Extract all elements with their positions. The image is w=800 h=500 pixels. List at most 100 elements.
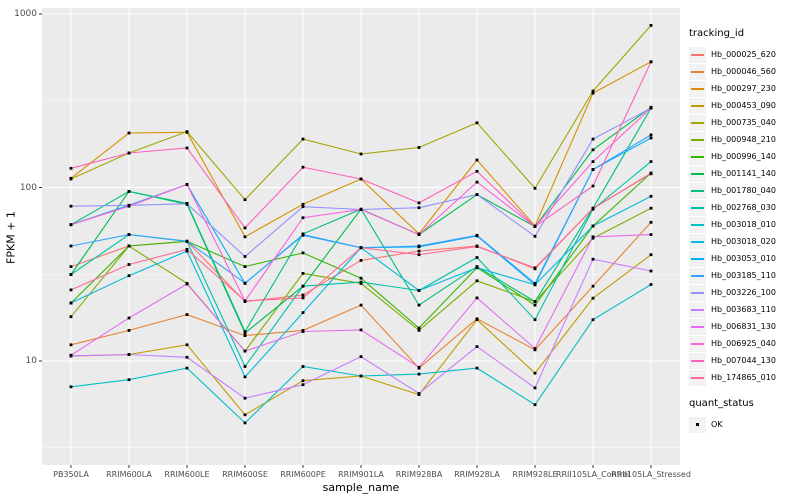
data-point	[243, 299, 247, 303]
data-point	[301, 202, 305, 206]
data-point	[533, 318, 537, 322]
data-point	[475, 121, 479, 125]
y-axis-title: FPKM + 1	[4, 211, 18, 264]
x-tick-label: RRIM600SE	[222, 470, 268, 479]
x-tick-label: RRIM600LE	[164, 470, 210, 479]
data-point	[301, 379, 305, 383]
data-point	[359, 152, 363, 156]
data-point	[417, 244, 421, 248]
data-point	[417, 146, 421, 149]
x-tick-label: RRII105LA_Stressed	[611, 470, 691, 479]
legend-item-label: Hb_003683_110	[711, 305, 776, 314]
data-point	[127, 190, 131, 193]
legend-rows: Hb_000025_620 Hb_000046_560 Hb_000297_230 H…	[689, 46, 799, 386]
data-point	[533, 303, 537, 307]
x-tick-label: RRIM600PE	[280, 470, 326, 479]
data-point	[243, 265, 247, 268]
data-point	[301, 284, 305, 288]
legend-key-line-icon	[691, 172, 704, 175]
data-point	[243, 413, 247, 417]
data-point	[359, 355, 363, 358]
legend-item-Hb_003018_020: Hb_003018_020	[689, 233, 799, 250]
data-point	[533, 186, 537, 190]
legend-item-label: OK	[711, 420, 723, 429]
data-point	[301, 272, 305, 275]
data-point	[127, 316, 131, 320]
data-point	[591, 91, 595, 95]
data-point	[591, 160, 595, 163]
y-tick-label: 1000	[14, 9, 37, 19]
legend-key-line-icon	[691, 325, 704, 328]
data-point	[591, 257, 595, 261]
legend-item-Hb_000735_040: Hb_000735_040	[689, 114, 799, 131]
data-point	[301, 251, 305, 255]
data-point	[301, 165, 305, 169]
data-point	[417, 289, 421, 292]
data-point	[533, 371, 537, 375]
legend-key-line-icon	[691, 342, 704, 345]
data-point	[185, 130, 189, 133]
legend-key-line-icon	[691, 291, 704, 294]
data-point	[591, 296, 595, 300]
data-point	[127, 233, 131, 236]
data-point	[127, 204, 131, 208]
data-point	[185, 282, 189, 286]
data-point	[475, 279, 479, 283]
legend-key-line-icon	[691, 70, 704, 73]
legend-item-label: Hb_007044_130	[711, 356, 776, 365]
legend-key-swatch	[689, 199, 706, 216]
data-point	[69, 273, 73, 276]
data-point	[591, 137, 595, 141]
data-point	[243, 226, 247, 230]
data-point	[475, 345, 479, 348]
data-point	[649, 24, 653, 27]
legend-key-line-icon	[691, 189, 704, 192]
data-point	[243, 375, 247, 379]
legend-item-label: Hb_006925_040	[711, 339, 776, 348]
legend-key-line-icon	[691, 121, 704, 124]
legend-key-swatch	[689, 63, 706, 80]
legend-key-swatch	[689, 301, 706, 318]
data-point	[417, 329, 421, 332]
data-point	[649, 253, 653, 257]
legend-item-label: Hb_003226_100	[711, 288, 776, 297]
legend-item-label: Hb_001141_140	[711, 169, 776, 178]
legend-item-Hb_000996_140: Hb_000996_140	[689, 148, 799, 165]
data-point	[69, 223, 73, 227]
legend-key-line-icon	[691, 223, 704, 226]
data-point	[591, 207, 595, 211]
quant-status-section: quant_status OK	[689, 398, 799, 433]
legend-key-swatch	[689, 46, 706, 63]
legend-key-swatch	[689, 335, 706, 352]
data-point	[69, 288, 73, 292]
data-point	[301, 311, 305, 314]
data-point	[185, 366, 189, 370]
legend-title-tracking-id: tracking_id	[689, 28, 745, 39]
data-point	[649, 194, 653, 198]
data-point	[417, 249, 421, 253]
data-point	[591, 224, 595, 228]
legend-item-Hb_002768_030: Hb_002768_030	[689, 199, 799, 216]
legend-item-label: Hb_000046_560	[711, 67, 776, 76]
data-point	[243, 396, 247, 400]
data-point	[417, 233, 421, 236]
legend-key-swatch	[689, 216, 706, 233]
data-point	[591, 236, 595, 240]
legend-key-line-icon	[691, 138, 704, 141]
data-point	[417, 206, 421, 210]
legend-key-line-icon	[691, 104, 704, 107]
data-point	[185, 183, 189, 186]
data-point	[475, 245, 479, 248]
legend-item-label: Hb_000996_140	[711, 152, 776, 161]
data-point	[243, 255, 247, 258]
data-point	[359, 374, 363, 378]
data-point	[649, 136, 653, 140]
data-point	[69, 301, 73, 305]
data-point	[185, 343, 189, 347]
data-point	[185, 249, 189, 253]
x-tick-label: RRIM901LA	[338, 470, 384, 479]
legend-key-line-icon	[691, 155, 704, 158]
data-point	[475, 158, 479, 162]
legend-key-line-icon	[691, 359, 704, 362]
data-point	[69, 315, 73, 319]
